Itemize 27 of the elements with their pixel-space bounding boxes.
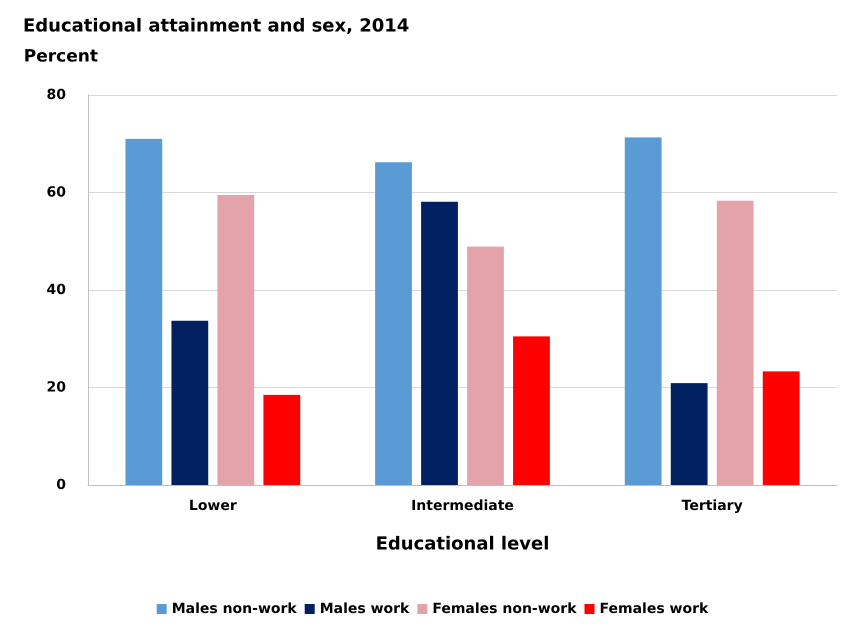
bar bbox=[513, 336, 550, 485]
bar bbox=[624, 137, 662, 485]
legend-label: Males non-work bbox=[172, 601, 298, 617]
bar bbox=[375, 162, 412, 485]
bar bbox=[670, 383, 708, 485]
bar bbox=[467, 246, 504, 485]
bar bbox=[762, 371, 800, 485]
x-tick-label: Tertiary bbox=[682, 498, 743, 514]
bar bbox=[421, 202, 458, 485]
bar bbox=[125, 138, 162, 485]
y-tick-label: 80 bbox=[46, 87, 66, 103]
bar bbox=[171, 320, 208, 485]
y-tick-label: 60 bbox=[46, 184, 66, 200]
y-axis-title: Percent bbox=[24, 46, 98, 66]
legend-label: Females non-work bbox=[432, 601, 578, 617]
x-tick-label: Intermediate bbox=[411, 498, 514, 514]
bar bbox=[263, 394, 300, 485]
y-tick-label: 20 bbox=[46, 380, 66, 396]
legend-label: Males work bbox=[320, 601, 410, 617]
y-tick-label: 40 bbox=[46, 282, 66, 298]
x-tick-label: Lower bbox=[188, 498, 237, 514]
bar bbox=[716, 200, 754, 485]
y-tick-label: 0 bbox=[56, 477, 66, 493]
chart-title: Educational attainment and sex, 2014 bbox=[23, 16, 410, 36]
bar bbox=[217, 194, 254, 485]
x-axis-title: Educational level bbox=[376, 534, 550, 554]
legend-label: Females work bbox=[600, 601, 709, 617]
